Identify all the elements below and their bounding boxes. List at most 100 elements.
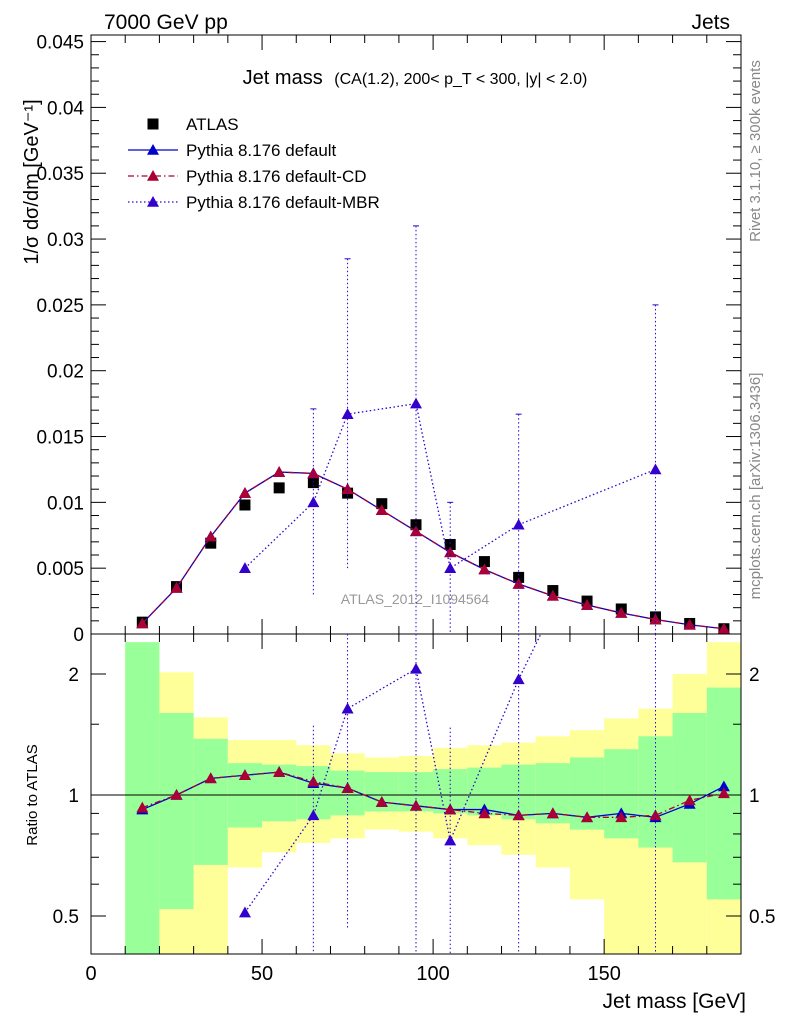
series-point-3: [444, 562, 457, 573]
series-point-3: [512, 518, 525, 530]
y-tick-label: 0.025: [36, 296, 84, 317]
atlas-data-point: [410, 519, 422, 531]
rivet-label: Rivet 3.1.10, ≥ 300k events: [747, 60, 764, 242]
plot-title: Jet mass (CA(1.2), 200< p_T < 300, |y| <…: [243, 67, 588, 89]
series-point-3: [649, 463, 662, 475]
y-tick-label: 0.04: [47, 98, 84, 119]
ratio-data: [136, 633, 730, 954]
ratio-point-3: [341, 702, 354, 714]
series-point-3: [341, 408, 354, 419]
series-point-3: [307, 496, 320, 508]
ratio-point-3: [410, 662, 422, 674]
ratio-point-2: [546, 807, 559, 819]
atlas-data-point: [273, 482, 285, 494]
y-tick-label: 0.03: [47, 230, 84, 251]
uncertainty-bands: [125, 642, 741, 954]
atlas-data-point: [307, 477, 319, 489]
series-point-2: [204, 530, 217, 542]
plot-title-main: Jet mass: [243, 67, 323, 89]
ratio-line-2: [142, 771, 725, 818]
y-tick-label: 0.045: [36, 33, 84, 54]
x-tick-label: 100: [416, 963, 449, 985]
series-point-2: [478, 563, 491, 575]
ratio-point-2: [375, 796, 388, 807]
x-tick-label: 150: [587, 963, 620, 985]
legend-label: Pythia 8.176 default-MBR: [186, 193, 380, 212]
series-point-3: [410, 397, 422, 409]
ratio-point-3: [238, 906, 251, 918]
series-point-2: [341, 483, 354, 494]
atlas-data-point: [376, 498, 388, 510]
x-tick-label: 0: [85, 963, 96, 985]
atlas-data-point: [205, 537, 217, 549]
y-tick-label: 0.015: [36, 428, 84, 449]
ratio-point-2: [478, 807, 491, 819]
legend: ATLAS Pythia 8.176 default Pythia 8.176 de…: [128, 115, 380, 212]
series-point-2: [170, 581, 183, 593]
series-point-2: [546, 589, 559, 601]
ratio-point-2: [615, 811, 628, 823]
ratio-point-2: [204, 772, 217, 784]
watermark: ATLAS_2012_I1094564: [341, 591, 490, 607]
series-point-2: [136, 617, 149, 629]
legend-marker-1: [147, 144, 159, 155]
ratio-y-tick-label-right: 1: [749, 786, 760, 807]
inner-band-bin: [159, 712, 194, 910]
legend-label: Pythia 8.176 default-CD: [186, 167, 367, 186]
series-point-2: [375, 504, 388, 516]
y-tick-label: 0.01: [47, 493, 84, 514]
atlas-data-point: [478, 556, 490, 568]
atlas-data-point: [239, 499, 251, 511]
legend-marker-2: [147, 170, 159, 181]
ratio-point-2: [683, 794, 696, 806]
inner-band-bin: [672, 712, 707, 863]
legend-marker-3: [147, 196, 159, 207]
series-point-2: [273, 466, 286, 477]
ratio-point-2: [170, 789, 183, 800]
series-point-2: [615, 606, 628, 618]
ratio-point-2: [410, 799, 422, 811]
series-point-2: [683, 618, 696, 630]
legend-label: ATLAS: [186, 115, 239, 134]
series-point-3: [238, 562, 251, 573]
ratio-y-axis-label: Ratio to ATLAS: [24, 744, 41, 845]
atlas-data-point: [444, 538, 456, 550]
series-line-2: [141, 471, 724, 630]
y-tick-label: 0.035: [36, 164, 84, 185]
ratio-point-2: [581, 811, 594, 823]
legend-marker-atlas: [147, 118, 159, 130]
ratio-point-2: [136, 801, 149, 813]
x-axis-label: Jet mass [GeV]: [602, 990, 746, 1013]
legend-label: Pythia 8.176 default: [186, 141, 337, 160]
y-tick-label: 0.02: [47, 362, 84, 383]
plot-title-detail: (CA(1.2), 200< p_T < 300, |y| < 2.0): [334, 71, 587, 88]
main-data: [136, 225, 730, 635]
y-axis-label: 1/σ dσ/dm [GeV⁻¹]: [21, 99, 43, 264]
series-point-2: [581, 599, 594, 610]
ratio-y-tick-label: 2: [68, 665, 79, 686]
ratio-point-2: [717, 787, 730, 799]
series-point-2: [238, 487, 251, 498]
axis-ticks: 0 0.005 0.01 0.015 0.02 0.025 0.03 0.035 0.04 0.0…: [36, 33, 775, 985]
x-tick-label: 50: [251, 963, 273, 985]
series-point-2: [717, 622, 730, 634]
y-tick-label: 0: [73, 625, 84, 646]
inner-band-bin: [193, 738, 228, 865]
ratio-point-1: [717, 780, 730, 792]
ratio-point-2: [238, 769, 251, 781]
y-tick-label: 0.005: [36, 559, 84, 580]
ratio-y-tick-label: 1: [68, 786, 79, 807]
ratio-point-2: [341, 782, 354, 793]
ratio-point-2: [273, 766, 286, 777]
ratio-y-tick-label: 0.5: [53, 907, 79, 928]
atlas-data-point: [513, 571, 525, 583]
ratio-y-tick-label-right: 2: [749, 665, 760, 686]
inner-band-bin: [604, 749, 639, 839]
header-right: Jets: [691, 11, 730, 34]
series-point-2: [307, 467, 320, 479]
ratio-point-2: [307, 775, 320, 787]
header-left: 7000 GeV pp: [104, 11, 228, 34]
ratio-y-tick-label-right: 0.5: [749, 907, 775, 928]
inner-band-bin: [125, 642, 160, 954]
